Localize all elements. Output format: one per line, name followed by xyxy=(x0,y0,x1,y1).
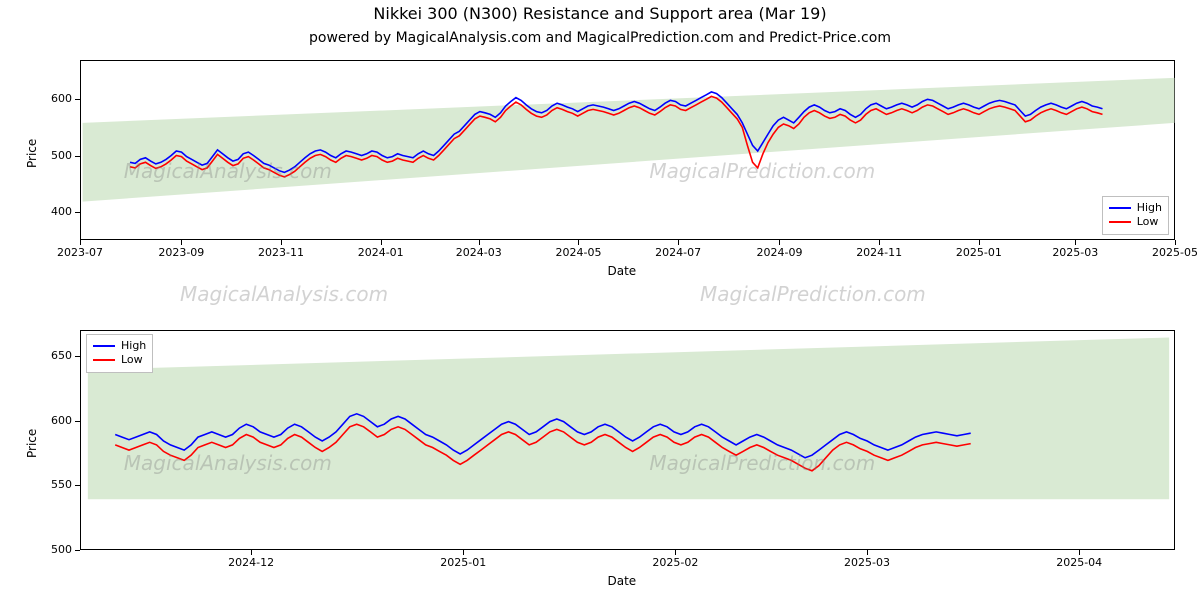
x-tick-mark xyxy=(1075,240,1076,245)
legend-item: Low xyxy=(93,353,146,367)
x-tick-label: 2025-03 xyxy=(1052,246,1098,259)
x-tick-label: 2023-07 xyxy=(57,246,103,259)
y-tick-label: 400 xyxy=(32,205,72,218)
x-tick-label: 2024-03 xyxy=(456,246,502,259)
x-tick-mark xyxy=(1175,240,1176,245)
top-chart-panel xyxy=(80,60,1175,240)
x-tick-label: 2024-05 xyxy=(555,246,601,259)
x-tick-mark xyxy=(578,240,579,245)
x-tick-mark xyxy=(678,240,679,245)
panel2-legend: HighLow xyxy=(86,334,153,373)
legend-swatch xyxy=(1109,207,1131,209)
y-tick-mark xyxy=(75,485,80,486)
legend-item: Low xyxy=(1109,215,1162,229)
y-tick-mark xyxy=(75,356,80,357)
x-tick-label: 2024-07 xyxy=(655,246,701,259)
legend-item: High xyxy=(93,339,146,353)
x-tick-label: 2025-01 xyxy=(956,246,1002,259)
panel2-xlabel: Date xyxy=(608,574,637,588)
legend-label: Low xyxy=(121,353,143,367)
x-tick-label: 2025-03 xyxy=(844,556,890,569)
x-tick-label: 2024-01 xyxy=(358,246,404,259)
legend-label: High xyxy=(121,339,146,353)
x-tick-mark xyxy=(479,240,480,245)
y-tick-mark xyxy=(75,212,80,213)
support-resistance-area xyxy=(83,78,1175,202)
x-tick-mark xyxy=(381,240,382,245)
x-tick-mark xyxy=(281,240,282,245)
panel1-xlabel: Date xyxy=(608,264,637,278)
panel2-svg xyxy=(81,331,1176,551)
x-tick-label: 2025-05 xyxy=(1152,246,1198,259)
panel1-ylabel: Price xyxy=(25,139,39,168)
y-tick-mark xyxy=(75,99,80,100)
x-tick-mark xyxy=(675,550,676,555)
y-tick-mark xyxy=(75,550,80,551)
panel1-legend: HighLow xyxy=(1102,196,1169,235)
watermark-text: MagicalPrediction.com xyxy=(700,282,926,306)
x-tick-label: 2024-09 xyxy=(757,246,803,259)
x-tick-label: 2025-01 xyxy=(440,556,486,569)
x-tick-label: 2023-09 xyxy=(158,246,204,259)
x-tick-mark xyxy=(779,240,780,245)
x-tick-mark xyxy=(463,550,464,555)
panel2-ylabel: Price xyxy=(25,429,39,458)
chart-main-title: Nikkei 300 (N300) Resistance and Support… xyxy=(0,4,1200,23)
legend-label: Low xyxy=(1137,215,1159,229)
y-tick-label: 650 xyxy=(32,349,72,362)
x-tick-mark xyxy=(1079,550,1080,555)
panel1-svg xyxy=(81,61,1176,241)
y-tick-label: 500 xyxy=(32,543,72,556)
watermark-text: MagicalAnalysis.com xyxy=(180,282,388,306)
bottom-chart-panel xyxy=(80,330,1175,550)
x-tick-mark xyxy=(181,240,182,245)
x-tick-mark xyxy=(80,240,81,245)
chart-sub-title: powered by MagicalAnalysis.com and Magic… xyxy=(0,30,1200,46)
y-tick-mark xyxy=(75,156,80,157)
x-tick-mark xyxy=(979,240,980,245)
x-tick-mark xyxy=(867,550,868,555)
x-tick-mark xyxy=(251,550,252,555)
y-tick-mark xyxy=(75,421,80,422)
figure: Nikkei 300 (N300) Resistance and Support… xyxy=(0,0,1200,600)
y-tick-label: 600 xyxy=(32,92,72,105)
x-tick-label: 2024-12 xyxy=(228,556,274,569)
legend-label: High xyxy=(1137,201,1162,215)
legend-swatch xyxy=(93,345,115,347)
y-tick-label: 600 xyxy=(32,414,72,427)
y-tick-label: 550 xyxy=(32,478,72,491)
x-tick-label: 2024-11 xyxy=(856,246,902,259)
legend-swatch xyxy=(1109,221,1131,223)
legend-swatch xyxy=(93,359,115,361)
x-tick-label: 2025-04 xyxy=(1056,556,1102,569)
support-resistance-area xyxy=(88,337,1169,499)
legend-item: High xyxy=(1109,201,1162,215)
x-tick-label: 2025-02 xyxy=(652,556,698,569)
x-tick-label: 2023-11 xyxy=(258,246,304,259)
x-tick-mark xyxy=(879,240,880,245)
